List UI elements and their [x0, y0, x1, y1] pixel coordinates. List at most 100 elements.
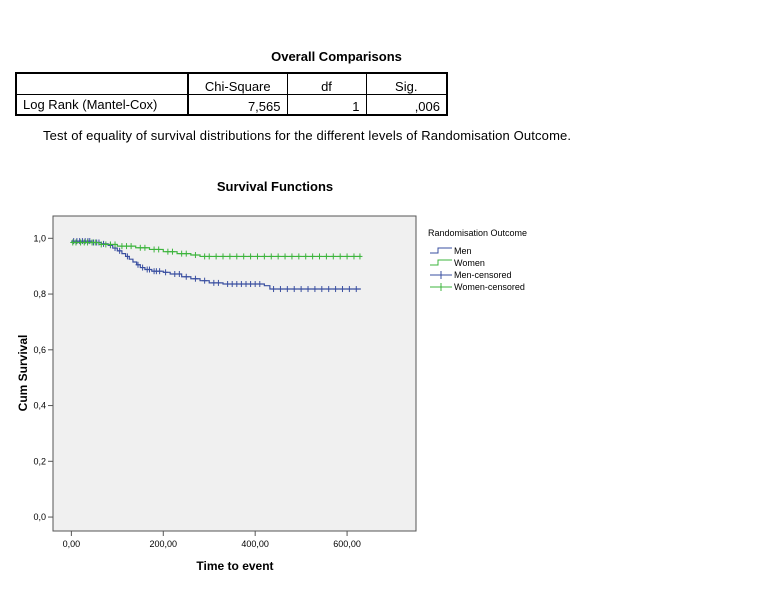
y-axis-label: Cum Survival [16, 335, 30, 412]
censored-mark-women [84, 239, 90, 246]
table-header-row: Chi-Square df Sig. [15, 72, 448, 95]
censored-mark-women [323, 253, 329, 260]
censored-mark-women [213, 253, 219, 260]
censored-mark-men [277, 286, 283, 293]
censored-mark-men [211, 279, 217, 286]
y-tick-label: 1,0 [33, 233, 46, 243]
censored-mark-women [337, 253, 343, 260]
chart-title: Survival Functions [217, 179, 333, 194]
censored-mark-men [172, 270, 178, 277]
censored-mark-women [73, 239, 79, 246]
censored-mark-men [140, 264, 146, 271]
censored-mark-men [305, 286, 311, 293]
header-empty [15, 72, 189, 95]
censored-mark-women [261, 253, 267, 260]
y-tick-label: 0,4 [33, 401, 46, 411]
x-tick-label: 400,00 [241, 539, 269, 549]
censored-mark-men [215, 279, 221, 286]
header-sig: Sig. [365, 72, 448, 95]
censored-mark-men [135, 261, 141, 268]
censored-mark-men [339, 286, 345, 293]
censored-mark-men [312, 286, 318, 293]
censored-mark-women [128, 243, 134, 250]
censored-mark-women [220, 253, 226, 260]
censored-mark-men [238, 281, 244, 288]
censored-mark-women [98, 241, 104, 248]
censored-mark-men [163, 269, 169, 276]
censored-mark-women [317, 253, 323, 260]
legend-line-swatch [430, 247, 452, 254]
sig-value: ,006 [365, 93, 448, 116]
censored-mark-men [117, 247, 123, 254]
header-chi-square: Chi-Square [187, 72, 288, 95]
censored-mark-women [202, 253, 208, 260]
censored-mark-women [248, 253, 254, 260]
censored-mark-men [319, 286, 325, 293]
censored-mark-women [151, 246, 157, 253]
censored-mark-women [310, 253, 316, 260]
series-layer [70, 238, 363, 293]
x-tick-label: 600,00 [333, 539, 361, 549]
row-label: Log Rank (Mantel-Cox) [15, 93, 189, 116]
censored-mark-women [275, 253, 281, 260]
censored-mark-women [289, 253, 295, 260]
overall-comparisons-table: Chi-Square df Sig. Log Rank (Mantel-Cox)… [15, 72, 448, 116]
censored-mark-men [124, 253, 130, 260]
df-value: 1 [286, 93, 367, 116]
censored-mark-men [291, 286, 297, 293]
censored-mark-men [192, 275, 198, 282]
legend-item: Men [430, 246, 472, 256]
table-footnote: Test of equality of survival distributio… [43, 128, 572, 143]
censored-mark-men [229, 281, 235, 288]
censored-mark-men [243, 281, 249, 288]
censored-mark-women [119, 243, 125, 250]
legend-label: Men [454, 246, 472, 256]
censored-mark-women [357, 253, 363, 260]
y-tick-label: 0,8 [33, 289, 46, 299]
legend-title: Randomisation Outcome [428, 228, 527, 238]
censored-mark-men [326, 286, 332, 293]
censored-mark-women [165, 248, 171, 255]
censored-mark-women [241, 253, 247, 260]
legend-label: Women [454, 258, 485, 268]
censored-mark-men [176, 270, 182, 277]
censored-mark-men [225, 281, 231, 288]
censored-mark-women [303, 253, 309, 260]
x-tick-label: 0,00 [63, 539, 81, 549]
censored-mark-men [87, 238, 93, 245]
censored-mark-men [234, 281, 240, 288]
censored-mark-women [282, 253, 288, 260]
plot-area [52, 215, 417, 532]
table-title: Overall Comparisons [271, 49, 402, 64]
censored-mark-women [234, 253, 240, 260]
legend-item: Women [430, 258, 485, 268]
censored-mark-men [346, 286, 352, 293]
x-tick-label: 200,00 [150, 539, 178, 549]
censored-mark-men [271, 286, 277, 293]
censored-mark-men [284, 286, 290, 293]
censored-mark-women [192, 252, 198, 259]
censored-mark-women [344, 253, 350, 260]
table-row: Log Rank (Mantel-Cox) 7,565 1 ,006 [15, 93, 448, 116]
censored-mark-women [254, 253, 260, 260]
censored-mark-men [298, 286, 304, 293]
censored-mark-women [268, 253, 274, 260]
legend: Randomisation Outcome Men Women Men-censor… [428, 228, 527, 292]
censored-mark-women [296, 253, 302, 260]
survival-chart: Survival Functions 0,00 200,00 400,00 600,0… [16, 179, 527, 573]
censored-mark-men [157, 268, 163, 275]
legend-item: Men-censored [430, 270, 512, 280]
censored-mark-women [227, 253, 233, 260]
censored-mark-women [142, 244, 148, 251]
censored-mark-women [183, 250, 189, 257]
censored-mark-women [107, 241, 113, 248]
censored-mark-men [202, 277, 208, 284]
censored-mark-men [248, 281, 254, 288]
header-df: df [286, 72, 367, 95]
censored-mark-women [92, 239, 98, 246]
censored-mark-men [257, 281, 263, 288]
legend-label: Women-censored [454, 282, 525, 292]
legend-label: Men-censored [454, 270, 512, 280]
censored-mark-women [330, 253, 336, 260]
censored-mark-women [169, 248, 175, 255]
